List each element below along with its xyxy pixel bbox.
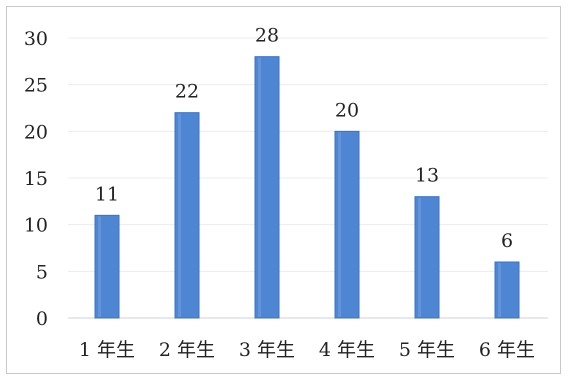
- y-tick-label: 5: [36, 261, 48, 283]
- y-tick-label: 15: [24, 168, 48, 190]
- category-label: 3 年生: [239, 339, 295, 361]
- category-label: 2 年生: [159, 339, 215, 361]
- gridlines: [68, 37, 548, 319]
- y-axis-tick-labels: 0 5 10 15 20 25 30: [24, 28, 48, 330]
- y-tick-label: 25: [24, 75, 48, 97]
- bars: [94, 56, 520, 319]
- category-label: 6 年生: [479, 339, 535, 361]
- bar-highlight: [98, 216, 101, 317]
- category-label: 5 年生: [399, 339, 455, 361]
- data-labels: 11 22 28 20 13 6: [95, 25, 513, 252]
- data-label: 11: [95, 183, 119, 205]
- y-tick-label: 20: [24, 121, 48, 143]
- y-tick-label: 0: [36, 308, 48, 330]
- y-tick-label: 10: [24, 215, 48, 237]
- data-label: 20: [335, 99, 359, 121]
- data-label: 6: [501, 230, 513, 252]
- category-label: 4 年生: [319, 339, 375, 361]
- category-label: 1 年生: [79, 339, 135, 361]
- data-label: 22: [175, 81, 199, 103]
- y-tick-label: 30: [24, 28, 48, 50]
- bar-highlight: [418, 197, 421, 317]
- x-axis-category-labels: 1 年生 2 年生 3 年生 4 年生 5 年生 6 年生: [79, 339, 535, 361]
- data-label: 28: [255, 25, 279, 47]
- bar-highlight: [498, 263, 501, 317]
- bar-highlight: [178, 113, 181, 318]
- data-label: 13: [415, 165, 439, 187]
- bar-highlight: [338, 132, 341, 317]
- bar-highlight: [258, 57, 261, 318]
